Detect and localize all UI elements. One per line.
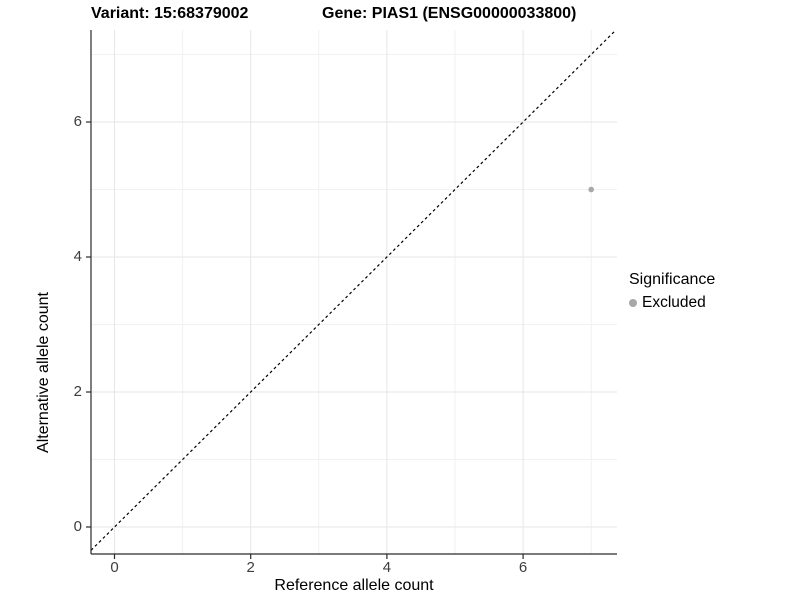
x-tick-label: 2 (246, 559, 255, 576)
x-axis-title: Reference allele count (274, 577, 434, 594)
legend-key-point-icon (629, 299, 637, 307)
data-point (588, 186, 594, 193)
x-tick-label: 4 (382, 559, 392, 576)
y-tick-label: 6 (73, 113, 82, 130)
x-tick-label: 0 (110, 559, 119, 576)
plot-title-variant: Variant: 15:68379002 (91, 5, 249, 22)
legend: Significance Excluded (629, 271, 715, 312)
plot-title-gene: Gene: PIAS1 (ENSG00000033800) (322, 5, 577, 22)
y-tick-label: 0 (73, 518, 82, 535)
identity-reference-line (90, 29, 617, 551)
y-tick-label: 4 (73, 248, 82, 265)
y-axis-title-text: Alternative allele count (35, 291, 52, 453)
legend-item-excluded: Excluded (629, 294, 715, 312)
x-tick-label: 6 (518, 559, 528, 576)
y-tick-label: 2 (73, 383, 82, 400)
legend-title: Significance (629, 271, 716, 288)
legend-item-label: Excluded (642, 294, 706, 311)
